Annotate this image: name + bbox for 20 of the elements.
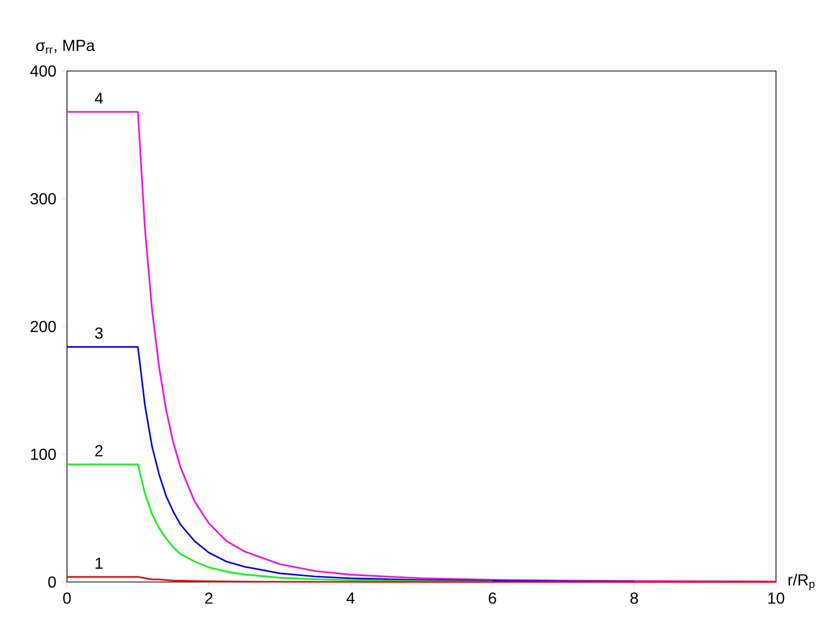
y-tick-label: 0 — [48, 576, 56, 588]
x-tick-label: 0 — [63, 592, 71, 604]
y-tick-label: 200 — [30, 320, 56, 332]
x-axis-title: r/R$_{p}$ — [788, 574, 815, 590]
x-tick-label: 10 — [768, 592, 784, 604]
line-series — [66, 346, 636, 582]
y-tick-label: 300 — [30, 193, 56, 204]
x-tick-label: 4 — [346, 592, 355, 604]
y-axis-title: σ$_{rr}$, MPa — [36, 40, 95, 54]
series-label: 1 — [96, 558, 103, 569]
series-label: 2 — [95, 445, 103, 456]
x-tick-label: 2 — [205, 592, 212, 604]
x-tick-label: 8 — [630, 592, 638, 604]
series-label: 4 — [94, 92, 103, 104]
line-series — [66, 111, 777, 582]
line-series — [66, 464, 494, 582]
series-label: 3 — [95, 327, 103, 339]
y-tick-label: 400 — [30, 65, 56, 77]
x-tick-label: 6 — [488, 592, 496, 604]
y-tick-label: 100 — [31, 448, 56, 460]
